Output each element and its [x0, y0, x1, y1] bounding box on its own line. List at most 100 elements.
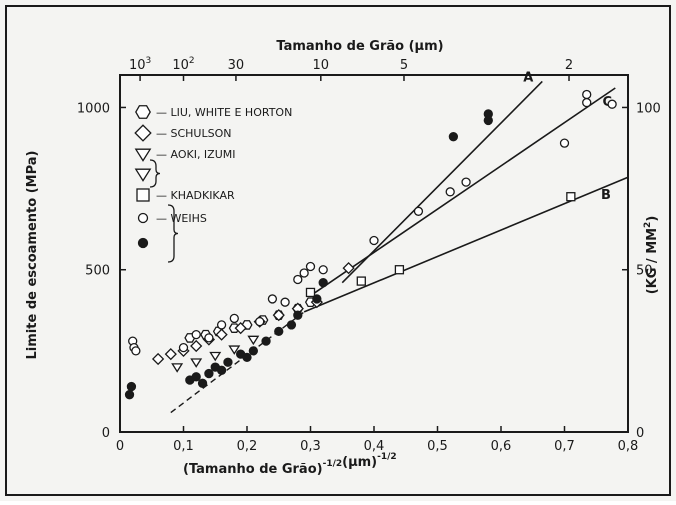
right-y-tick-label: 0 [636, 426, 644, 441]
data-point-diamond [164, 347, 177, 361]
legend-brace [167, 204, 179, 263]
data-point-circle-open [280, 297, 290, 307]
data-point-circle-open [191, 329, 201, 340]
x-tick-label: 0,5 [427, 439, 448, 454]
figure-border [5, 5, 671, 496]
top-tick-label: 102 [172, 56, 194, 73]
data-point-circle-open [178, 342, 189, 353]
data-point-diamond [342, 261, 355, 275]
data-point-circle-filled [191, 372, 201, 382]
right-y-axis-title-exponent: 2 [643, 222, 653, 228]
y-tick-label: 0 [102, 426, 110, 441]
right-axis: 0 50 100 [622, 101, 661, 441]
data-point-circle-filled [126, 381, 137, 392]
bottom-axis: 0 0,1 0,2 0,3 0,4 0,5 0,6 0,7 0,8 [116, 426, 638, 454]
x-tick-label: 0,6 [491, 439, 512, 454]
legend-brace [149, 159, 161, 188]
data-point-circle-open [255, 317, 265, 327]
right-y-axis-title-close: ) [645, 216, 660, 222]
x-tick-label: 0,2 [237, 439, 258, 454]
legend-marker-circle-filled [137, 237, 149, 249]
data-point-circle-filled [274, 326, 284, 337]
x-axis-title: (Tamanho de Grão)-1/2(μm)-1/2 [183, 452, 397, 477]
fit-line-a [341, 80, 543, 284]
data-point-circle-filled [312, 294, 322, 304]
right-y-axis-title-main: (KG / MM [645, 228, 660, 294]
data-point-circle-open [559, 138, 570, 148]
data-point-triangle-down [228, 345, 241, 355]
data-point-circle-filled [124, 390, 135, 400]
data-point-circle-filled [197, 378, 208, 388]
x-tick-label: 0,3 [300, 439, 321, 454]
x-axis-unit-exponent: -1/2 [377, 452, 397, 462]
top-tick-label: 5 [400, 58, 408, 73]
data-points [124, 89, 617, 400]
data-point-circle-filled [318, 278, 328, 288]
data-point-circle-open [607, 99, 617, 109]
data-point-triangle-down [190, 358, 203, 368]
x-axis-unit-text: (μm) [342, 455, 377, 470]
data-point-circle-filled [293, 310, 303, 320]
x-tick-label: 0,4 [364, 439, 385, 454]
fit-line-label-a: A [523, 70, 533, 85]
data-point-diamond [272, 309, 285, 322]
data-point-square [356, 276, 366, 286]
data-point-square [566, 192, 576, 202]
data-point-circle-filled [483, 109, 493, 119]
data-point-circle-filled [204, 368, 214, 379]
x-tick-label: 0 [116, 439, 124, 454]
data-point-circle-open [216, 320, 227, 330]
data-point-circle-open [305, 261, 316, 272]
fit-line-label-c: C [603, 95, 613, 110]
x-axis-title-main: (Tamanho de Grão) [183, 462, 323, 477]
data-point-circle-open [293, 274, 303, 285]
fit-line-label-b: B [601, 188, 611, 203]
top-tick-label: 10 [313, 58, 330, 73]
y-axis-title: Limite de escoamento (MPa) [25, 151, 40, 360]
legend-label: — KHADKIKAR [156, 189, 235, 202]
data-point-circle-filled [448, 132, 459, 142]
data-point-circle-open [229, 313, 239, 324]
right-y-axis-title: (KG / MM2) [643, 216, 660, 295]
data-point-circle-open [299, 268, 309, 278]
data-point-diamond [215, 328, 228, 341]
data-point-triangle-down [247, 335, 260, 346]
data-point-circle-filled [223, 357, 233, 367]
top-axis-title: Tamanho de Grão (μm) [276, 39, 443, 54]
top-tick-label: 103 [129, 56, 151, 73]
x-tick-label: 0,7 [554, 439, 575, 454]
top-axis: 103 102 30 10 5 2 [129, 56, 573, 81]
data-point-circle-open [267, 294, 278, 304]
legend-marker-circle-open [137, 212, 149, 224]
legend-marker-diamond [134, 124, 152, 142]
data-point-circle-open [582, 89, 592, 100]
left-axis: 0 500 1000 [77, 101, 126, 441]
legend-marker-triangle-down [134, 148, 152, 162]
data-point-diamond [234, 322, 247, 335]
fit-lines: A C B [170, 70, 629, 414]
x-tick-label: 0,1 [173, 439, 194, 454]
data-point-circle-open [131, 346, 141, 356]
fit-line-c [310, 87, 616, 297]
data-point-circle-open [461, 177, 471, 187]
data-point-circle-open [369, 235, 379, 246]
data-point-diamond [151, 352, 165, 366]
fit-line-b-extension [170, 311, 305, 414]
data-point-circle-open [582, 97, 592, 108]
data-point-circle-open [445, 187, 455, 197]
data-point-square [394, 265, 405, 275]
y-tick-label: 500 [85, 264, 110, 279]
x-axis-title-exponent: -1/2 [323, 459, 343, 469]
data-point-diamond [190, 339, 203, 353]
y-tick-label: 1000 [77, 101, 110, 116]
legend-marker-square [136, 188, 150, 202]
data-point-circle-filled [242, 352, 252, 363]
data-point-circle-filled [286, 320, 297, 330]
legend-label: — WEIHS [156, 212, 207, 225]
legend-label: — AOKI, IZUMI [156, 148, 236, 161]
right-y-tick-label: 100 [636, 101, 661, 116]
data-point-circle-open [413, 206, 424, 216]
legend: — LIU, WHITE E HORTON — SCHULSON — AOKI, I… [134, 105, 292, 263]
